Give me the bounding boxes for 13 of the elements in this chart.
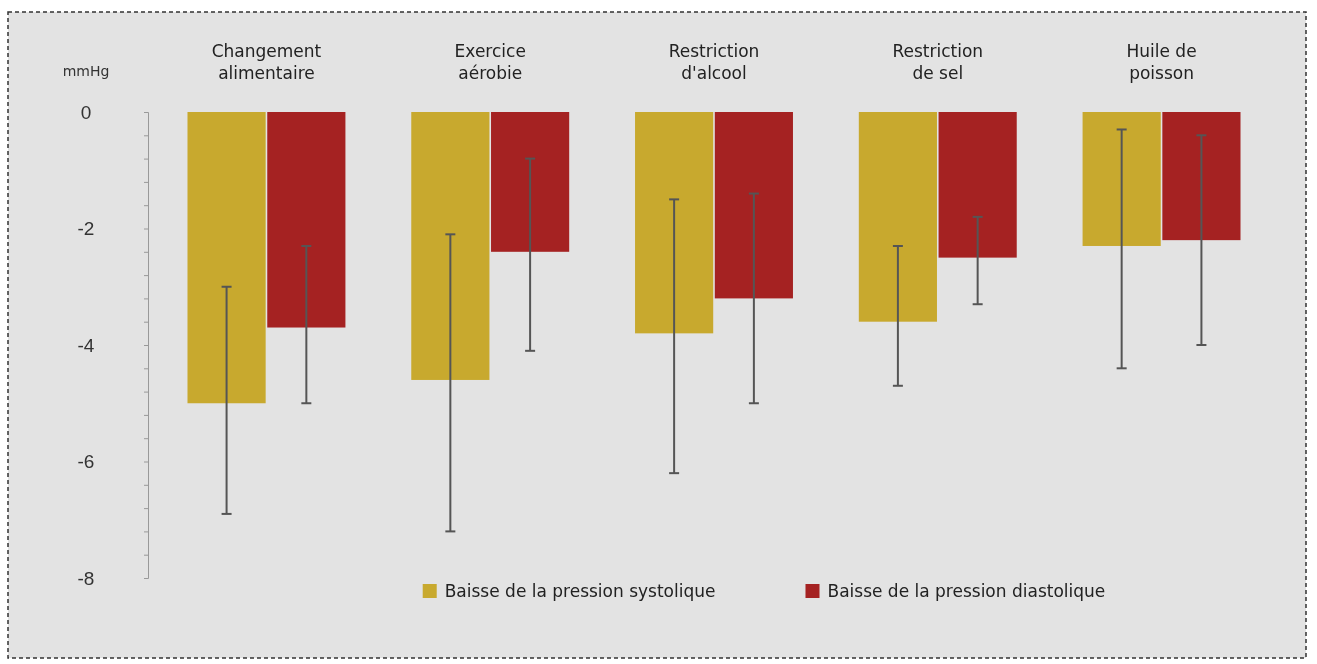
legend-label: Baisse de la pression diastolique [827,581,1106,601]
y-tick-label: -4 [77,334,95,356]
y-tick-label: -6 [77,451,95,473]
legend-label: Baisse de la pression systolique [444,581,716,601]
x-tick-label: Changement alimentaire [211,41,322,83]
x-tick-label: Exercice aérobie [454,41,526,83]
x-tick-label: Restriction d'alcool [668,41,760,83]
y-tick-label: 0 [80,101,92,123]
x-tick-label: Restriction de sel [892,41,984,83]
y-tick-label: -2 [77,218,95,240]
x-tick-label: Huile de poisson [1126,41,1197,83]
y-axis-title: mmHg [62,63,110,79]
y-tick-label: -8 [77,567,95,589]
